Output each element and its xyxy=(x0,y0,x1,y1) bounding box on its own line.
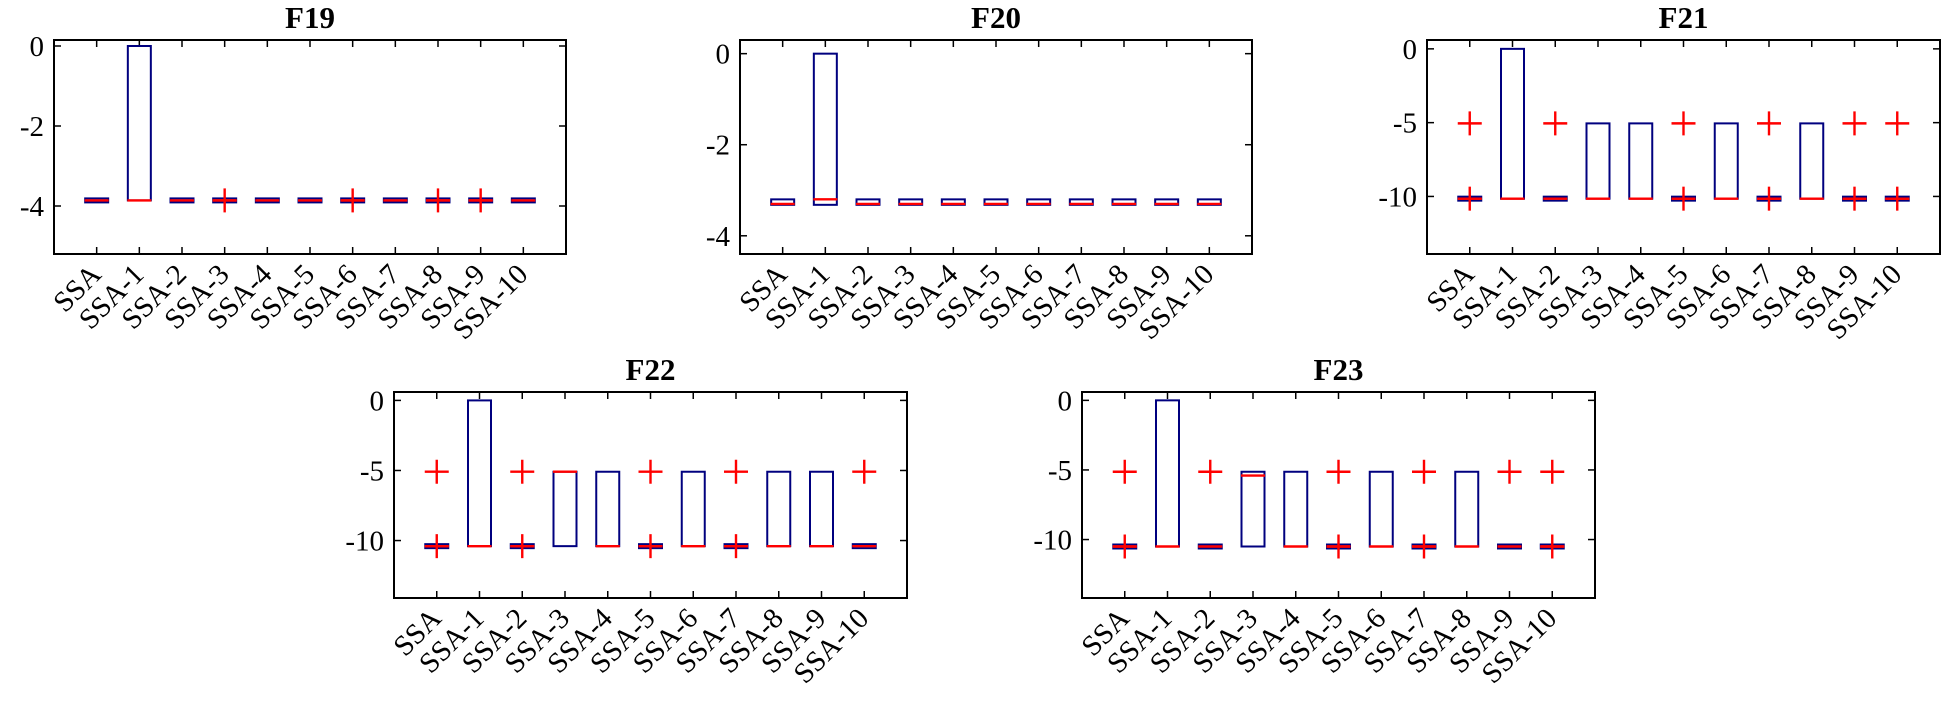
box xyxy=(1500,47,1525,200)
plot-frame xyxy=(1426,39,1941,255)
box xyxy=(1240,470,1266,548)
box xyxy=(812,52,838,206)
y-tick-label: -4 xyxy=(706,221,731,253)
y-tick-label: 0 xyxy=(1403,34,1418,66)
box xyxy=(552,470,578,548)
panel-title: F23 xyxy=(1314,352,1364,387)
box xyxy=(766,470,792,548)
plot-frame xyxy=(53,39,567,255)
plot-frame xyxy=(1081,391,1596,599)
y-tick-label: -10 xyxy=(1033,525,1072,557)
plot-frame xyxy=(393,391,908,599)
y-tick-label: 0 xyxy=(30,31,45,63)
y-tick-label: -2 xyxy=(706,130,730,162)
panel-f20: F200-2-4SSASSA-1SSA-2SSA-3SSA-4SSA-5SSA-… xyxy=(706,0,1253,346)
box xyxy=(595,470,621,548)
box xyxy=(1585,122,1611,200)
y-tick-label: 0 xyxy=(716,39,731,71)
y-tick-label: -2 xyxy=(20,111,44,143)
box xyxy=(1799,122,1825,200)
plot-frame xyxy=(739,39,1253,255)
panel-title: F20 xyxy=(971,0,1021,35)
box xyxy=(1454,470,1480,548)
panel-title: F19 xyxy=(285,0,335,35)
box xyxy=(1368,470,1394,548)
box xyxy=(1155,399,1180,548)
panel-title: F21 xyxy=(1659,0,1709,35)
y-tick-label: 0 xyxy=(370,385,385,417)
box xyxy=(680,470,706,548)
y-tick-label: -5 xyxy=(1393,108,1417,140)
y-tick-label: -5 xyxy=(1048,455,1072,487)
panel-f23: F230-5-10SSASSA-1SSA-2SSA-3SSA-4SSA-5SSA… xyxy=(1033,352,1596,690)
box xyxy=(1283,470,1309,548)
panel-f22: F220-5-10SSASSA-1SSA-2SSA-3SSA-4SSA-5SSA… xyxy=(345,352,908,690)
y-tick-label: -10 xyxy=(1378,181,1417,213)
y-tick-label: -4 xyxy=(20,191,45,223)
box xyxy=(1713,122,1739,200)
panel-f19: F190-2-4SSASSA-1SSA-2SSA-3SSA-4SSA-5SSA-… xyxy=(20,0,567,346)
box xyxy=(809,470,834,548)
box xyxy=(467,399,492,548)
panel-title: F22 xyxy=(626,352,676,387)
box xyxy=(126,45,152,202)
box xyxy=(1628,122,1654,200)
y-tick-label: 0 xyxy=(1058,385,1073,417)
y-tick-label: -5 xyxy=(360,455,384,487)
panel-f21: F210-5-10SSASSA-1SSA-2SSA-3SSA-4SSA-5SSA… xyxy=(1378,0,1941,346)
y-tick-label: -10 xyxy=(345,526,384,558)
